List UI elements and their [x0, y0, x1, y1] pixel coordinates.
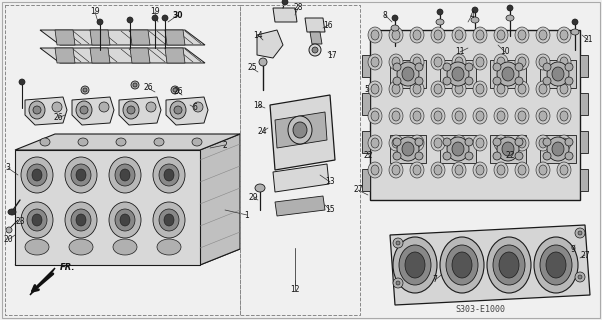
Ellipse shape	[193, 102, 203, 112]
Ellipse shape	[97, 19, 103, 25]
Ellipse shape	[413, 57, 421, 67]
Polygon shape	[165, 48, 185, 63]
Ellipse shape	[515, 135, 529, 151]
Text: S303-E1000: S303-E1000	[455, 306, 505, 315]
Ellipse shape	[405, 252, 425, 278]
Ellipse shape	[431, 108, 445, 124]
Polygon shape	[25, 97, 67, 125]
Ellipse shape	[397, 137, 419, 161]
Text: FR.: FR.	[60, 263, 75, 273]
Ellipse shape	[410, 108, 424, 124]
Ellipse shape	[578, 231, 582, 235]
Ellipse shape	[389, 108, 403, 124]
Ellipse shape	[465, 63, 473, 71]
Ellipse shape	[497, 111, 505, 121]
Ellipse shape	[494, 135, 508, 151]
Ellipse shape	[565, 138, 573, 146]
Ellipse shape	[389, 54, 403, 70]
Ellipse shape	[133, 83, 137, 87]
Ellipse shape	[552, 142, 564, 156]
Polygon shape	[440, 60, 476, 88]
Ellipse shape	[494, 162, 508, 178]
Ellipse shape	[393, 278, 403, 288]
Ellipse shape	[557, 135, 571, 151]
Ellipse shape	[393, 138, 401, 146]
Text: 12: 12	[290, 285, 300, 294]
Ellipse shape	[539, 30, 547, 40]
Ellipse shape	[76, 101, 92, 119]
Ellipse shape	[494, 54, 508, 70]
Ellipse shape	[434, 30, 442, 40]
Ellipse shape	[465, 77, 473, 85]
Ellipse shape	[40, 138, 50, 146]
Ellipse shape	[71, 209, 91, 231]
Ellipse shape	[33, 106, 41, 114]
Ellipse shape	[371, 138, 379, 148]
Polygon shape	[490, 135, 526, 163]
Ellipse shape	[27, 164, 47, 186]
Text: 11: 11	[455, 47, 465, 57]
Ellipse shape	[571, 29, 579, 35]
Ellipse shape	[392, 111, 400, 121]
Ellipse shape	[371, 165, 379, 175]
Ellipse shape	[392, 15, 398, 21]
Ellipse shape	[455, 138, 463, 148]
Ellipse shape	[410, 81, 424, 97]
Ellipse shape	[518, 111, 526, 121]
Ellipse shape	[162, 15, 168, 21]
Ellipse shape	[557, 54, 571, 70]
Ellipse shape	[452, 67, 464, 81]
Polygon shape	[165, 30, 185, 45]
Ellipse shape	[547, 62, 569, 86]
Ellipse shape	[515, 138, 523, 146]
Ellipse shape	[455, 57, 463, 67]
Polygon shape	[30, 268, 55, 295]
Ellipse shape	[402, 67, 414, 81]
Ellipse shape	[153, 157, 185, 193]
Ellipse shape	[476, 57, 484, 67]
Ellipse shape	[410, 162, 424, 178]
Polygon shape	[580, 169, 588, 191]
Ellipse shape	[368, 162, 382, 178]
Polygon shape	[580, 93, 588, 115]
Text: 14: 14	[253, 30, 263, 39]
Ellipse shape	[502, 67, 514, 81]
Ellipse shape	[115, 209, 135, 231]
Ellipse shape	[436, 19, 444, 25]
Ellipse shape	[452, 135, 466, 151]
Ellipse shape	[557, 162, 571, 178]
Ellipse shape	[415, 152, 423, 160]
Ellipse shape	[371, 111, 379, 121]
Ellipse shape	[560, 111, 568, 121]
Ellipse shape	[487, 237, 531, 293]
Ellipse shape	[392, 57, 400, 67]
Ellipse shape	[452, 162, 466, 178]
Text: 7: 7	[433, 276, 438, 284]
Text: 16: 16	[323, 20, 333, 29]
Ellipse shape	[431, 162, 445, 178]
Ellipse shape	[476, 111, 484, 121]
Text: 23: 23	[15, 218, 25, 227]
Ellipse shape	[473, 108, 487, 124]
Ellipse shape	[547, 137, 569, 161]
Ellipse shape	[434, 111, 442, 121]
Ellipse shape	[497, 165, 505, 175]
Ellipse shape	[389, 162, 403, 178]
Ellipse shape	[164, 214, 174, 226]
Text: 22: 22	[363, 150, 373, 159]
Ellipse shape	[552, 67, 564, 81]
Ellipse shape	[413, 111, 421, 121]
Ellipse shape	[410, 135, 424, 151]
Ellipse shape	[515, 63, 523, 71]
Ellipse shape	[368, 108, 382, 124]
Ellipse shape	[109, 157, 141, 193]
Polygon shape	[275, 196, 325, 216]
Ellipse shape	[431, 135, 445, 151]
Ellipse shape	[399, 245, 431, 285]
Polygon shape	[40, 30, 205, 45]
Ellipse shape	[393, 77, 401, 85]
Ellipse shape	[389, 81, 403, 97]
Polygon shape	[580, 55, 588, 77]
Ellipse shape	[293, 122, 307, 138]
